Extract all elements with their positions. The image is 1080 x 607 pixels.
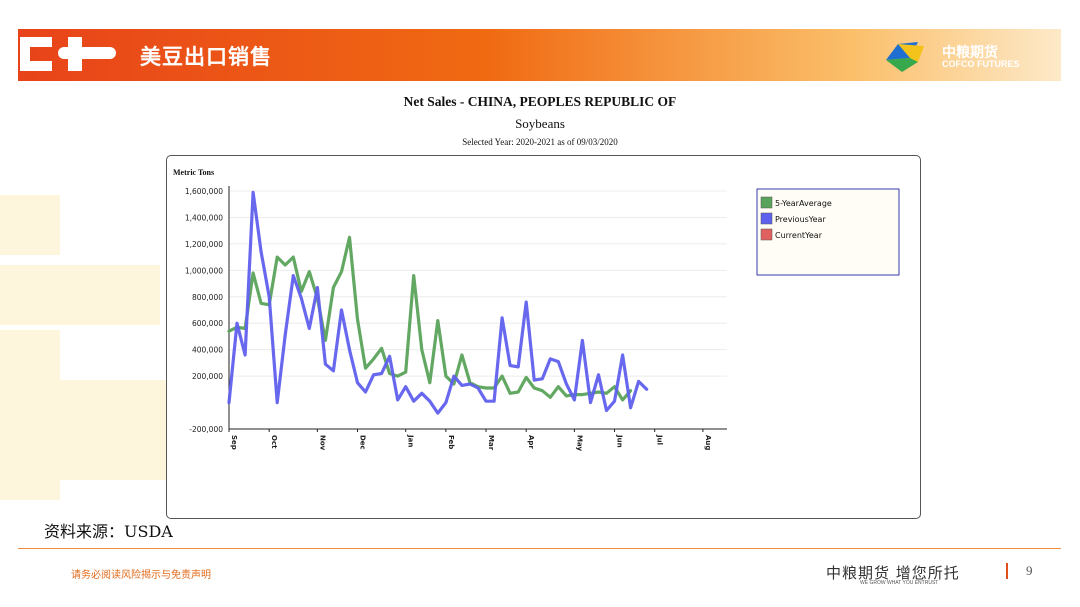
y-tick-label: 600,000 bbox=[192, 319, 223, 328]
x-tick-label: Apr bbox=[527, 435, 535, 449]
y-tick-label: 200,000 bbox=[192, 372, 223, 381]
footer-divider bbox=[18, 548, 1061, 549]
x-tick-label: Jun bbox=[616, 434, 624, 448]
x-tick-label: Aug bbox=[704, 435, 712, 450]
x-tick-label: Sep bbox=[230, 435, 238, 450]
chart-title: Net Sales - CHINA, PEOPLES REPUBLIC OF bbox=[403, 94, 677, 109]
x-tick-label: Jul bbox=[656, 434, 664, 445]
x-tick-label: Jan bbox=[407, 434, 415, 447]
y-tick-label: -200,000 bbox=[189, 425, 223, 434]
legend-swatch bbox=[760, 228, 773, 241]
chart-selected-year-note: Selected Year: 2020-2021 as of 09/03/202… bbox=[462, 137, 618, 147]
legend-label: PreviousYear bbox=[775, 215, 826, 224]
page-title: 美豆出口销售 bbox=[140, 45, 272, 69]
y-tick-label: 400,000 bbox=[192, 346, 223, 355]
y-tick-label: 1,000,000 bbox=[185, 266, 223, 275]
y-tick-label: 1,400,000 bbox=[185, 213, 223, 222]
x-tick-label: Dec bbox=[359, 435, 367, 450]
brand-name-en: COFCO FUTURES bbox=[942, 59, 1020, 69]
brand-name-cn: 中粮期货 bbox=[942, 45, 998, 61]
chart-frame: Metric Tons 1,600,000 1,400,000 1,200,000 1,… bbox=[166, 155, 921, 519]
x-tick-label: Oct bbox=[270, 435, 278, 449]
legend-box bbox=[756, 188, 900, 276]
y-tick-label: 1,600,000 bbox=[185, 187, 223, 196]
legend-label: CurrentYear bbox=[775, 231, 823, 240]
x-tick-label: May bbox=[575, 435, 583, 451]
x-tick-label: Feb bbox=[447, 435, 455, 449]
legend-label: 5-YearAverage bbox=[775, 199, 832, 208]
footer-separator bbox=[1006, 563, 1008, 579]
y-tick-label: 1,200,000 bbox=[185, 240, 223, 249]
source-note: 资料来源：USDA bbox=[44, 522, 173, 541]
footer-brand: 中粮期货 增您所托 bbox=[826, 564, 960, 582]
y-tick-label: 800,000 bbox=[192, 293, 223, 302]
footer-slogan: WE GROW WHAT YOU ENTRUST bbox=[860, 580, 939, 586]
series-line-PreviousYear bbox=[227, 190, 649, 415]
header-logo-mark-icon bbox=[20, 37, 116, 71]
cofco-logo-icon bbox=[886, 42, 924, 72]
risk-disclaimer-link[interactable]: 请务必阅读风险揭示与免责声明 bbox=[71, 570, 211, 581]
x-tick-label: Mar bbox=[487, 435, 495, 451]
legend-swatch bbox=[760, 212, 773, 225]
y-axis-label: Metric Tons bbox=[173, 168, 214, 177]
legend-swatch bbox=[760, 196, 773, 209]
background-decor-block-2 bbox=[0, 265, 160, 325]
background-decor-block-1 bbox=[0, 195, 60, 255]
page-number: 9 bbox=[1026, 563, 1033, 578]
background-decor-block-3 bbox=[0, 330, 60, 500]
line-chart: Metric Tons 1,600,000 1,400,000 1,200,000 1,… bbox=[173, 168, 900, 451]
x-tick-label: Nov bbox=[318, 435, 326, 451]
chart-subtitle: Soybeans bbox=[515, 116, 565, 131]
series-line-5-YearAverage bbox=[227, 235, 633, 402]
header-bar bbox=[18, 29, 1061, 81]
